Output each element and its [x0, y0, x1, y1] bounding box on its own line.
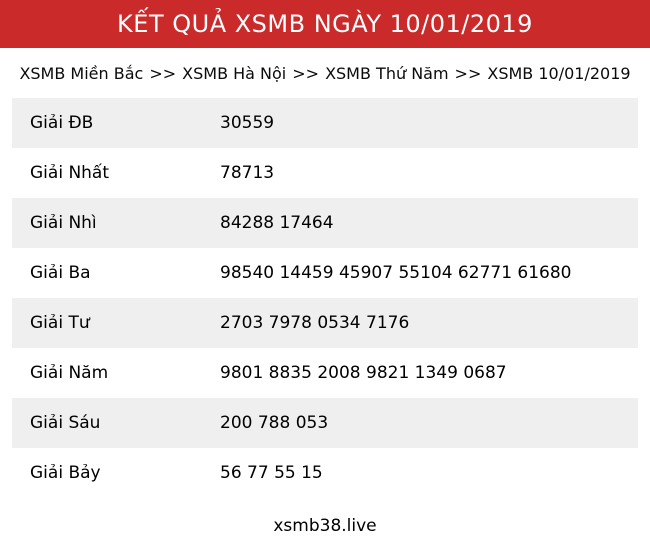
prize-numbers: 2703 7978 0534 7176 — [220, 313, 410, 333]
breadcrumb: XSMB Miền Bắc >> XSMB Hà Nội >> XSMB Thứ… — [0, 48, 650, 98]
breadcrumb-separator: >> — [454, 63, 482, 83]
prize-label: Giải Sáu — [30, 413, 101, 433]
table-row: Giải ĐB 30559 — [12, 98, 638, 148]
prize-label: Giải ĐB — [30, 113, 94, 133]
prize-label: Giải Ba — [30, 263, 91, 283]
prize-numbers: 84288 17464 — [220, 213, 334, 233]
table-row: Giải Tư 2703 7978 0534 7176 — [12, 298, 638, 348]
table-row: Giải Sáu 200 788 053 — [12, 398, 638, 448]
prize-label: Giải Nhất — [30, 163, 110, 183]
breadcrumb-item-date[interactable]: XSMB 10/01/2019 — [487, 63, 631, 83]
site-name: xsmb38.live — [273, 516, 377, 536]
prize-label: Giải Năm — [30, 363, 109, 383]
table-row: Giải Nhất 78713 — [12, 148, 638, 198]
breadcrumb-item-ha-noi[interactable]: XSMB Hà Nội — [182, 63, 287, 83]
breadcrumb-item-thu-nam[interactable]: XSMB Thứ Năm — [325, 63, 449, 83]
site-footer: xsmb38.live — [0, 516, 650, 536]
prize-numbers: 56 77 55 15 — [220, 463, 323, 483]
prize-numbers: 30559 — [220, 113, 275, 133]
prize-numbers: 200 788 053 — [220, 413, 329, 433]
prize-numbers: 9801 8835 2008 9821 1349 0687 — [220, 363, 507, 383]
table-row: Giải Bảy 56 77 55 15 — [12, 448, 638, 498]
prize-label: Giải Nhì — [30, 213, 97, 233]
table-row: Giải Năm 9801 8835 2008 9821 1349 0687 — [12, 348, 638, 398]
results-table: Giải ĐB 30559 Giải Nhất 78713 Giải Nhì 8… — [12, 98, 638, 498]
table-row: Giải Nhì 84288 17464 — [12, 198, 638, 248]
prize-numbers: 78713 — [220, 163, 275, 183]
prize-label: Giải Tư — [30, 313, 90, 333]
header-bar: KẾT QUẢ XSMB NGÀY 10/01/2019 — [0, 0, 650, 48]
page-title: KẾT QUẢ XSMB NGÀY 10/01/2019 — [117, 10, 533, 38]
breadcrumb-separator: >> — [292, 63, 320, 83]
prize-label: Giải Bảy — [30, 463, 101, 483]
breadcrumb-separator: >> — [149, 63, 177, 83]
breadcrumb-item-mien-bac[interactable]: XSMB Miền Bắc — [19, 63, 144, 83]
prize-numbers: 98540 14459 45907 55104 62771 61680 — [220, 263, 572, 283]
table-row: Giải Ba 98540 14459 45907 55104 62771 61… — [12, 248, 638, 298]
